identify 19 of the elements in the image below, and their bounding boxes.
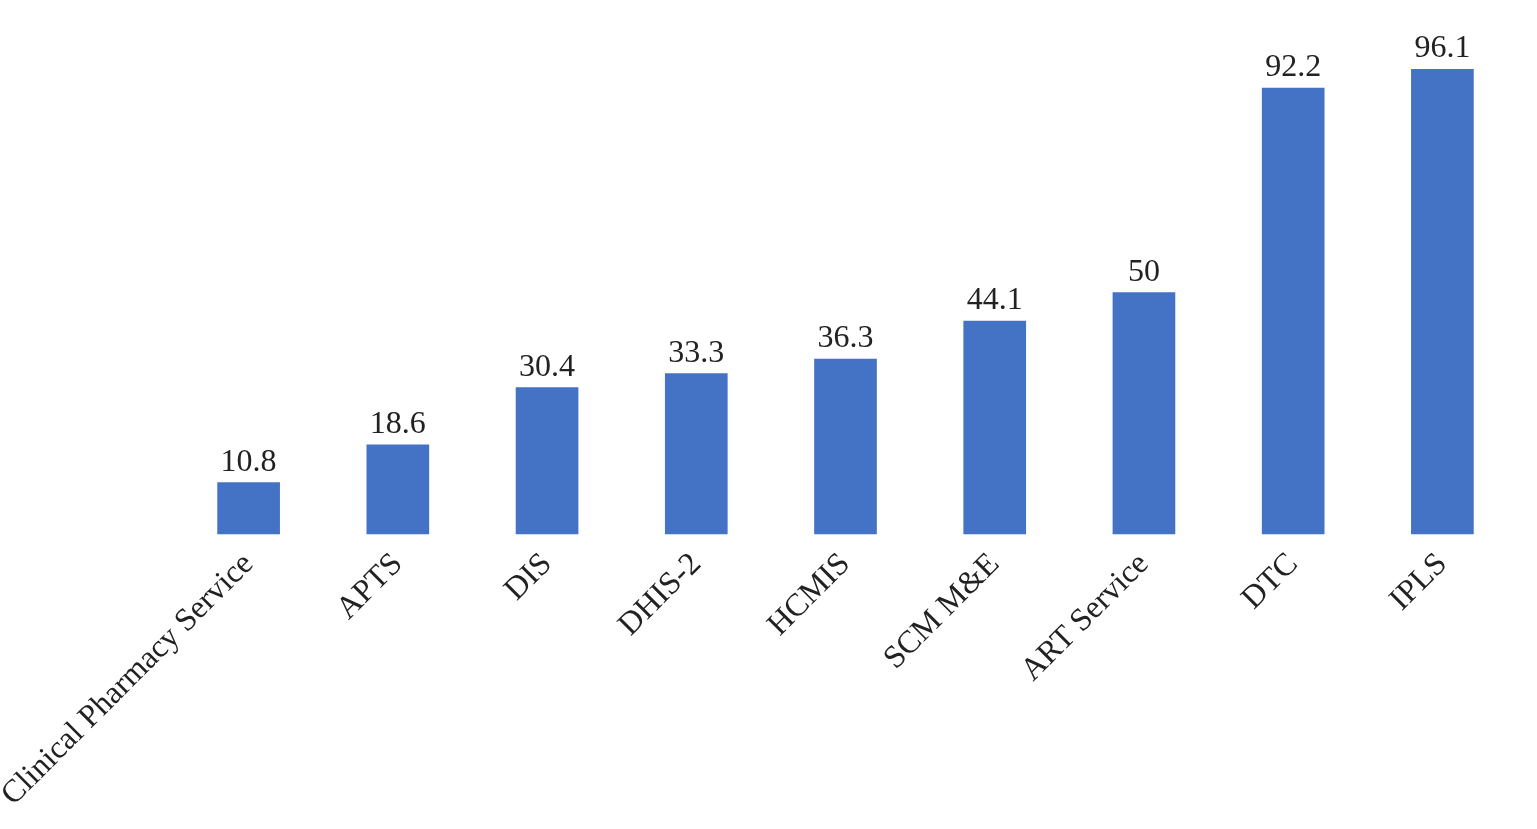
data-label: 92.2	[1265, 47, 1322, 84]
bar	[366, 444, 430, 535]
data-label: 18.6	[369, 403, 426, 440]
bar	[1411, 68, 1474, 535]
data-label: 96.1	[1414, 28, 1471, 65]
bar	[963, 320, 1027, 535]
bar	[515, 387, 579, 535]
data-label: 50	[1127, 251, 1160, 288]
data-label: 44.1	[966, 280, 1023, 317]
bar	[664, 373, 728, 535]
data-label: 30.4	[519, 346, 576, 383]
data-label: 36.3	[817, 318, 874, 355]
data-label: 33.3	[668, 332, 725, 369]
x-tick-label: DIS	[496, 544, 558, 607]
bar	[814, 358, 877, 535]
bar	[1112, 292, 1176, 535]
bar	[1261, 87, 1325, 535]
data-label: 10.8	[220, 441, 277, 478]
bar	[217, 482, 280, 535]
